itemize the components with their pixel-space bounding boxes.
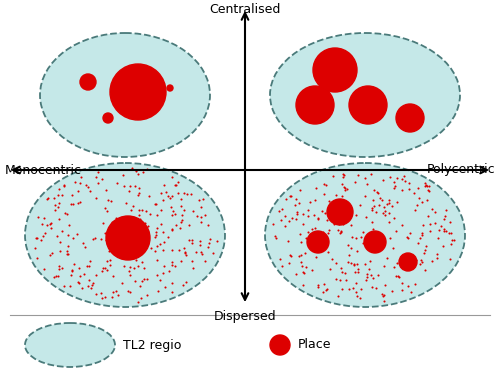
Circle shape xyxy=(364,231,386,253)
Circle shape xyxy=(396,104,424,132)
Ellipse shape xyxy=(40,33,210,157)
Circle shape xyxy=(296,86,334,124)
Ellipse shape xyxy=(25,323,115,367)
Circle shape xyxy=(270,335,290,355)
Circle shape xyxy=(399,253,417,271)
Circle shape xyxy=(307,231,329,253)
Text: Monocentric: Monocentric xyxy=(5,163,82,177)
Text: TL2 regio: TL2 regio xyxy=(123,339,182,351)
Text: Place: Place xyxy=(298,339,332,351)
Ellipse shape xyxy=(265,163,465,307)
Circle shape xyxy=(327,199,353,225)
Circle shape xyxy=(103,113,113,123)
Ellipse shape xyxy=(270,33,460,157)
Text: Centralised: Centralised xyxy=(210,3,280,16)
Circle shape xyxy=(106,216,150,260)
Ellipse shape xyxy=(25,163,225,307)
Circle shape xyxy=(167,85,173,91)
Circle shape xyxy=(349,86,387,124)
Text: Polycentric: Polycentric xyxy=(426,163,495,177)
Circle shape xyxy=(80,74,96,90)
Text: Dispersed: Dispersed xyxy=(214,310,276,323)
Circle shape xyxy=(313,48,357,92)
Circle shape xyxy=(110,64,166,120)
